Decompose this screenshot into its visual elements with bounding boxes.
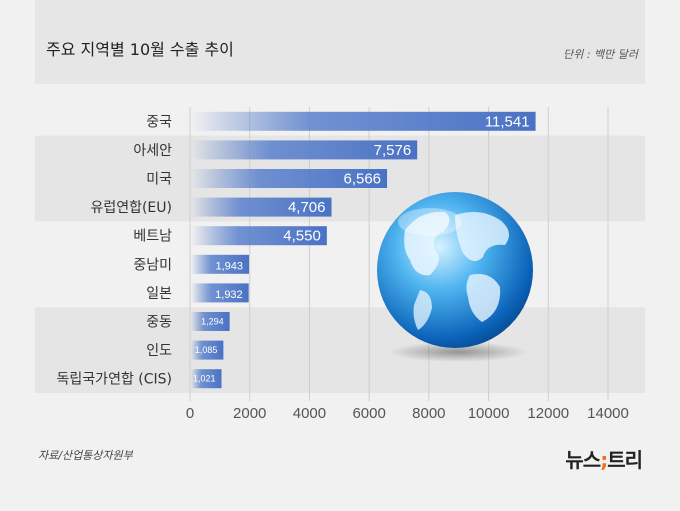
x-tick-label: 14000: [587, 405, 629, 422]
data-label: 1,943: [215, 260, 243, 272]
bar: [191, 340, 224, 360]
x-tick-label: 2000: [233, 405, 266, 422]
category-label: 중국: [146, 114, 172, 130]
data-label: 1,294: [201, 317, 224, 327]
category-label: 미국: [146, 172, 172, 188]
bar: [191, 283, 249, 303]
data-label: 4,706: [288, 199, 326, 216]
unit-label: 단위 : 백만 달러: [563, 48, 638, 61]
globe-icon: [377, 192, 533, 362]
category-label: 일본: [146, 286, 172, 302]
row-band: [35, 307, 645, 393]
category-label: 유럽연합(EU): [90, 200, 172, 216]
category-label: 베트남: [133, 229, 172, 245]
category-label: 독립국가연합 (CIS): [57, 372, 172, 388]
data-label: 1,085: [195, 345, 218, 355]
source-note: 자료/산업통상자원부: [38, 449, 133, 462]
header-panel: [35, 0, 645, 84]
x-tick-label: 8000: [412, 405, 445, 422]
bar: [191, 197, 332, 217]
logo-part: 트리: [607, 448, 643, 472]
chart-title: 주요 지역별 10월 수출 추이: [46, 40, 234, 59]
bar: [191, 226, 327, 246]
bar: [191, 254, 250, 274]
x-tick-label: 0: [186, 405, 194, 422]
bar: [191, 369, 222, 389]
category-label: 인도: [146, 343, 172, 359]
brand-logo: 뉴스;트리: [565, 444, 643, 473]
data-label: 6,566: [343, 171, 381, 188]
bar: [191, 140, 418, 160]
logo-accent: ;: [600, 448, 608, 472]
x-tick-label: 12000: [527, 405, 569, 422]
logo-part: 뉴스: [565, 448, 601, 472]
x-tick-label: 6000: [352, 405, 385, 422]
x-tick-label: 10000: [468, 405, 510, 422]
category-label: 중남미: [133, 257, 172, 273]
bar: [191, 169, 388, 188]
data-label: 1,932: [215, 289, 243, 301]
category-label: 아세안: [133, 143, 172, 159]
x-tick-label: 4000: [293, 405, 326, 422]
category-label: 중동: [146, 315, 172, 331]
data-label: 11,541: [485, 113, 530, 130]
data-label: 4,550: [283, 228, 321, 245]
data-label: 7,576: [374, 142, 412, 159]
bar: [191, 111, 536, 131]
data-label: 1,021: [193, 374, 216, 384]
bar: [191, 312, 230, 331]
